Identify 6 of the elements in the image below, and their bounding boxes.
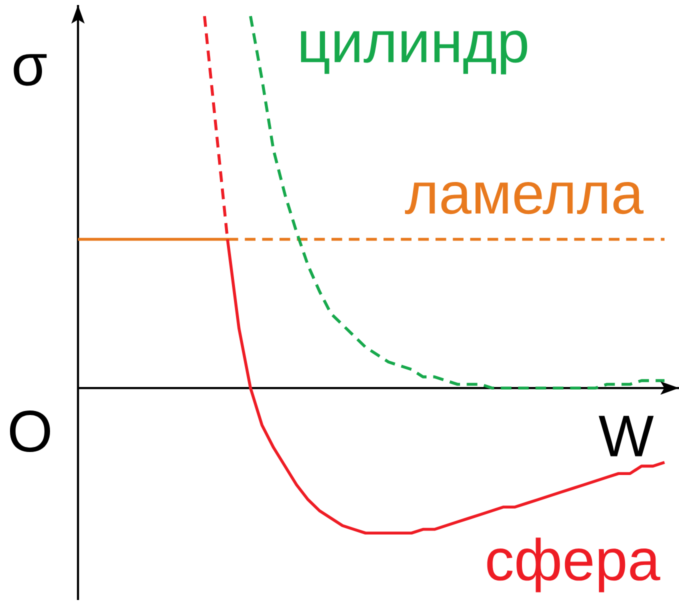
text: ламелла <box>404 182 644 214</box>
series-label: сфера <box>487 538 660 592</box>
x-axis-title: W <box>598 416 654 456</box>
y-axis-title: σ <box>14 54 47 86</box>
text: O <box>10 410 50 452</box>
series-label: цилиндр <box>301 30 528 74</box>
